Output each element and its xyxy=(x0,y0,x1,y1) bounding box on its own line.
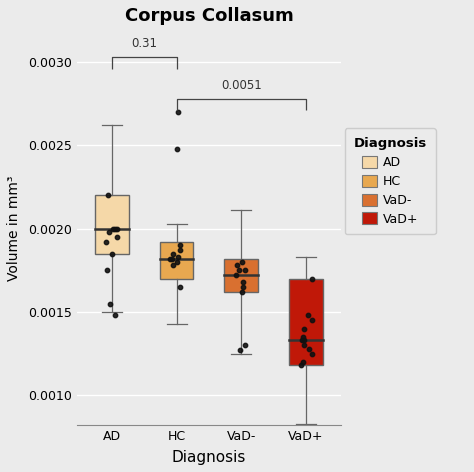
Point xyxy=(239,278,247,286)
Point xyxy=(300,325,308,332)
Point xyxy=(103,267,111,274)
Point xyxy=(236,346,243,354)
Point xyxy=(234,261,241,269)
Title: Corpus Collasum: Corpus Collasum xyxy=(125,7,293,25)
Bar xyxy=(95,195,129,253)
Point xyxy=(169,255,176,262)
Point xyxy=(305,345,313,353)
Point xyxy=(301,337,308,344)
Point xyxy=(173,145,181,152)
Point xyxy=(300,358,307,366)
Point xyxy=(308,275,316,282)
Point xyxy=(173,258,181,266)
Point xyxy=(239,283,247,291)
Text: 0.0051: 0.0051 xyxy=(221,79,262,92)
Point xyxy=(109,225,117,232)
Point xyxy=(238,258,246,266)
Point xyxy=(169,261,177,269)
Point xyxy=(105,192,112,199)
Point xyxy=(235,267,242,274)
Point xyxy=(309,317,316,324)
Y-axis label: Volume in mm³: Volume in mm³ xyxy=(7,176,21,281)
Bar xyxy=(289,278,323,365)
Text: 0.31: 0.31 xyxy=(131,37,157,51)
Point xyxy=(238,288,246,296)
Point xyxy=(300,342,308,349)
Legend: AD, HC, VaD-, VaD+: AD, HC, VaD-, VaD+ xyxy=(345,128,436,235)
X-axis label: Diagnosis: Diagnosis xyxy=(172,450,246,465)
Point xyxy=(106,228,113,236)
Point xyxy=(102,238,110,246)
Point xyxy=(309,350,316,357)
Point xyxy=(241,267,249,274)
Point xyxy=(174,108,182,116)
Point xyxy=(111,225,118,232)
Point xyxy=(176,283,184,291)
Point xyxy=(167,255,174,262)
Point xyxy=(174,253,182,261)
Point xyxy=(106,300,114,307)
Point xyxy=(169,250,177,257)
Point xyxy=(298,337,306,344)
Point xyxy=(232,271,239,279)
Point xyxy=(300,333,307,341)
Bar xyxy=(160,242,193,278)
Point xyxy=(297,362,305,369)
Point xyxy=(241,342,248,349)
Point xyxy=(113,225,121,232)
Point xyxy=(305,312,312,319)
Point xyxy=(113,233,121,241)
Point xyxy=(176,242,184,249)
Point xyxy=(176,246,184,254)
Bar xyxy=(225,259,258,292)
Point xyxy=(111,312,119,319)
Point xyxy=(109,250,116,257)
